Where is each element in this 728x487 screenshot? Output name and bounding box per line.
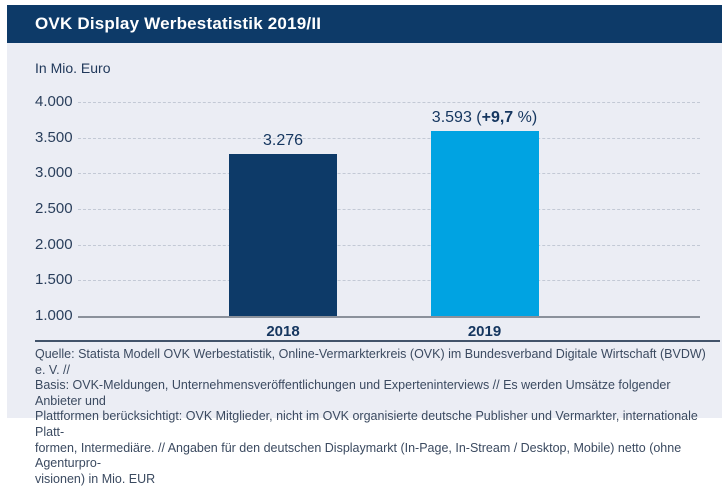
y-tick-label: 2.500 xyxy=(35,200,73,217)
y-tick-label: 3.000 xyxy=(35,164,73,182)
y-tick-label: 1.000 xyxy=(35,307,73,324)
value-text: 3.276 xyxy=(262,131,304,149)
plot-area: 4.000 3.500 3.000 2.500 2.000 1.500 1.000 3.276… xyxy=(35,93,700,340)
gridline xyxy=(78,102,700,103)
chart-title: OVK Display Werbestatistik 2019/II xyxy=(35,14,322,33)
source-note-line: visionen) in Mio. EUR xyxy=(35,471,156,486)
bar-2018 xyxy=(229,153,337,316)
source-note: Quelle: Statista Modell OVK Werbestatist… xyxy=(35,347,710,487)
bar-2019 xyxy=(430,131,539,316)
y-tick-label: 3.500 xyxy=(35,128,73,146)
y-tick-label: 1.500 xyxy=(35,271,73,289)
x-tick-label-2019: 2019 xyxy=(467,323,502,340)
source-note-line: formen, Intermediäre. // Angaben für den… xyxy=(35,440,682,471)
y-axis-unit-label: In Mio. Euro xyxy=(35,60,111,76)
source-note-line: Plattformen berücksichtigt: OVK Mitglied… xyxy=(35,409,698,439)
value-text: %) xyxy=(513,109,538,127)
y-tick-label: 4.000 xyxy=(35,93,73,110)
x-axis-line xyxy=(78,316,700,318)
value-change-text: +9,7 xyxy=(481,109,514,127)
gridline xyxy=(78,209,700,210)
gridline xyxy=(78,137,700,139)
chart-panel: In Mio. Euro 4.000 3.500 3.000 2.500 2.000 1.… xyxy=(7,43,722,486)
chart-title-bar: OVK Display Werbestatistik 2019/II xyxy=(7,5,722,43)
gridline xyxy=(78,244,700,246)
source-note-line: Quelle: Statista Modell OVK Werbestatist… xyxy=(35,347,706,377)
footer-divider xyxy=(35,340,720,342)
gridline xyxy=(78,173,700,175)
bar-value-label-2019: 3.593 (+9,7 %) xyxy=(375,108,595,128)
value-text: 3.593 ( xyxy=(431,109,482,127)
gridline xyxy=(78,280,700,282)
bar-value-label-2018: 3.276 xyxy=(173,131,393,151)
source-note-line: Basis: OVK-Meldungen, Unternehmensveröff… xyxy=(35,378,671,408)
x-tick-label-2018: 2018 xyxy=(266,323,300,340)
y-tick-label: 2.000 xyxy=(35,235,73,253)
